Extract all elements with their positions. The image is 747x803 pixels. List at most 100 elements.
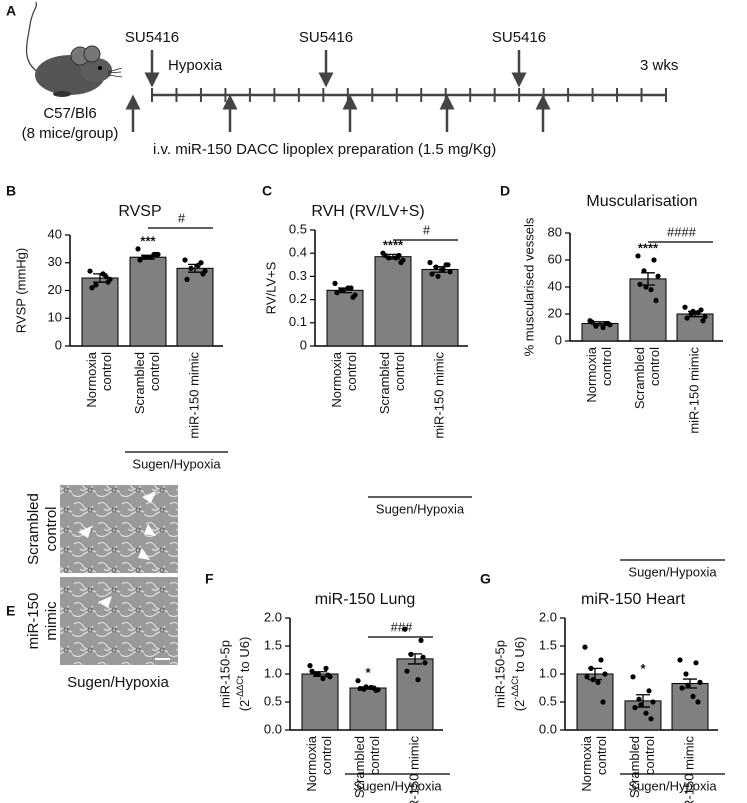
data-point <box>602 671 608 677</box>
x-tick-label: Normoxia <box>584 346 599 402</box>
x-tick-label: miR-150 mimic <box>686 347 701 434</box>
y-tick-label: 1.0 <box>539 665 557 680</box>
chart-title: miR-150 Lung <box>315 591 416 608</box>
data-point <box>635 253 641 259</box>
data-point <box>600 324 606 331</box>
data-point <box>153 251 159 258</box>
data-point <box>685 682 691 688</box>
x-tick-label: miR-150 mimic <box>431 352 446 439</box>
significance: **** <box>638 240 659 255</box>
x-tick-label: control <box>319 736 334 775</box>
data-point <box>408 651 414 658</box>
data-point <box>598 657 604 663</box>
arrows <box>125 50 551 132</box>
data-point <box>447 269 453 275</box>
y-tick-label: 0.4 <box>289 245 307 260</box>
data-point <box>418 637 424 644</box>
data-point <box>440 266 446 273</box>
data-point <box>605 320 611 327</box>
y-tick-label: 80 <box>548 224 562 239</box>
group-size: (8 mice/group) <box>22 125 119 142</box>
y-tick-label: 0.0 <box>264 721 282 736</box>
y-axis-label: % muscularised vessels <box>521 217 536 356</box>
chart-title: RVH (RV/LV+S) <box>311 203 424 220</box>
data-point <box>589 319 595 325</box>
data-point <box>334 290 340 296</box>
data-point <box>325 672 331 678</box>
data-point <box>100 271 106 277</box>
x-tick-label: control <box>647 347 662 386</box>
data-point <box>655 273 661 279</box>
data-point <box>435 273 441 279</box>
data-point <box>679 685 685 691</box>
data-point <box>195 262 201 269</box>
data-point <box>402 626 408 632</box>
data-point <box>690 308 696 314</box>
y-axis-label: (2-ΔΔCt to U6) <box>510 637 527 712</box>
x-tick-label: miR-150 mimic <box>186 352 201 439</box>
data-point <box>386 255 392 261</box>
data-point <box>315 671 321 677</box>
y-tick-label: 0.5 <box>289 221 307 236</box>
data-point <box>382 252 388 259</box>
panel-label: G <box>480 571 491 587</box>
data-point <box>648 716 654 722</box>
duration-label: 3 wks <box>640 57 678 74</box>
y-tick-label: 1.5 <box>539 637 557 652</box>
data-point <box>307 663 313 669</box>
chart: D Muscularisation % muscularised vessels 0 2… <box>500 183 725 579</box>
panel-label: B <box>6 183 16 199</box>
y-tick-label: 40 <box>48 226 62 241</box>
row-label: control <box>43 506 60 551</box>
data-point <box>637 281 643 287</box>
data-point <box>393 255 399 261</box>
y-tick-label: 0.3 <box>289 268 307 283</box>
bar <box>349 687 387 731</box>
data-point <box>373 687 379 693</box>
bar <box>629 278 667 342</box>
x-tick-label: control <box>642 736 657 775</box>
panel-label: D <box>500 183 510 199</box>
data-point <box>332 280 338 286</box>
data-point <box>695 310 701 316</box>
y-tick-label: 0 <box>55 337 62 352</box>
chart-title: RVSP <box>118 203 161 220</box>
data-point <box>682 304 688 310</box>
panel-a: A C57/Bl6 (8 mice/group) SU5416 SU5416 S… <box>6 1 678 158</box>
data-point <box>593 323 599 329</box>
y-axis-label: RV/LV+S <box>263 261 278 314</box>
data-point <box>683 671 689 677</box>
data-point <box>143 254 149 260</box>
data-point <box>433 264 439 270</box>
injection-label: SU5416 <box>492 29 546 46</box>
data-point <box>595 679 601 686</box>
data-point <box>643 284 649 290</box>
x-tick-label: control <box>392 352 407 391</box>
y-tick-label: 0 <box>555 332 562 347</box>
x-tick-label: control <box>599 347 614 386</box>
y-tick-label: 20 <box>48 282 62 297</box>
x-tick-label: Scrambled <box>377 352 392 414</box>
data-point <box>200 271 206 277</box>
data-point <box>693 660 699 666</box>
injection-label: SU5416 <box>125 29 179 46</box>
mouse-icon <box>25 1 123 97</box>
y-tick-label: 10 <box>48 310 62 325</box>
significance: **** <box>383 238 404 253</box>
y-tick-label: 20 <box>548 305 562 320</box>
group-label: Sugen/Hypoxia <box>628 564 717 579</box>
data-point <box>320 675 326 682</box>
bar <box>676 313 714 342</box>
bracket-label: # <box>423 222 431 237</box>
y-axis-label-part: -ΔΔCt <box>235 675 245 700</box>
data-point <box>584 674 590 680</box>
y-tick-label: 30 <box>48 254 62 269</box>
y-tick-label: 40 <box>548 278 562 293</box>
data-point <box>368 684 374 691</box>
group-label: Sugen/Hypoxia <box>628 778 717 793</box>
data-point <box>398 259 404 266</box>
panel-label: C <box>262 183 272 199</box>
x-tick-label: Scrambled <box>627 736 642 798</box>
data-point <box>641 268 647 274</box>
